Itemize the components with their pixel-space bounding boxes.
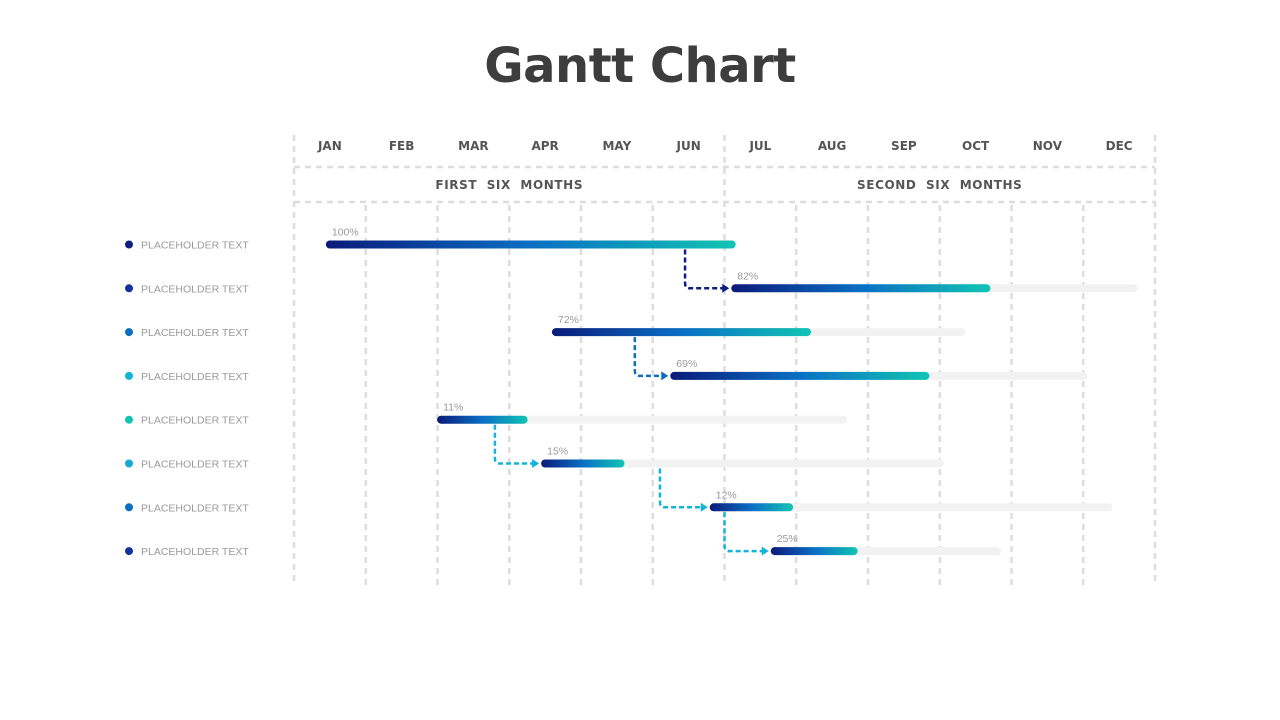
task-dot [125,371,133,380]
month-label: APR [531,139,558,153]
dependency-arrow [532,459,540,468]
task-label: PLACEHOLDER TEXT [141,283,249,295]
month-label: FEB [389,139,415,153]
month-label: DEC [1106,139,1133,153]
grid-lines [292,135,1157,585]
task-percent: 100% [332,227,359,239]
task-bar [670,371,930,380]
task-dot [125,328,133,337]
task-percent: 82% [737,270,758,282]
task-bar [770,547,858,556]
month-label: MAY [602,139,631,153]
task-label: PLACEHOLDER TEXT [141,371,249,383]
dependency-arrow [700,502,708,512]
dependency-arrow [661,371,669,381]
task-dot [125,459,133,468]
month-label: MAR [458,139,488,153]
month-label: AUG [818,139,847,153]
task-bar [325,240,736,249]
task-percent: 69% [676,358,697,370]
timeline-header: JAN FEB MAR APR MAY JUN JUL AUG SEP OCT NOV DEC FIRS… [317,139,1133,192]
task-label: PLACEHOLDER TEXT [141,327,249,339]
task-percent: 72% [558,314,579,326]
month-label: NOV [1033,139,1063,153]
task-dot [125,547,133,556]
dependency-connectors [493,249,769,556]
task-percent: 15% [547,446,568,458]
task-label: PLACEHOLDER TEXT [141,546,249,558]
task-dot [125,240,133,249]
task-bar [541,459,625,468]
task-dot [125,503,133,512]
task-label: PLACEHOLDER TEXT [141,502,249,514]
task-bar [437,415,528,424]
task-labels: PLACEHOLDER TEXT 100% PLACEHOLDER TEXT 82% P… [125,227,798,558]
task-label: PLACEHOLDER TEXT [141,240,249,252]
task-bar [551,328,812,337]
task-percent: 11% [443,402,463,414]
dependency-line [658,468,702,509]
task-bar [731,284,991,293]
task-dot [125,284,133,293]
dependency-line [683,249,724,290]
task-label: PLACEHOLDER TEXT [141,415,249,427]
task-dot [125,415,133,424]
dependency-arrow [761,546,769,556]
month-label: SEP [891,139,917,153]
half-label: FIRST SIX MONTHS [435,178,583,192]
month-label: OCT [962,139,990,153]
task-label: PLACEHOLDER TEXT [141,459,249,471]
dependency-line [723,512,763,553]
task-percent: 25% [777,533,798,545]
task-bar [709,503,794,512]
page-title: Gantt Chart [484,38,796,94]
dependency-arrow [722,283,730,293]
task-bars [325,240,991,556]
task-percent: 12% [716,489,737,501]
dependency-line [493,424,534,465]
month-label: JUN [675,139,700,153]
month-label: JAN [317,139,342,153]
half-label: SECOND SIX MONTHS [857,178,1022,192]
dependency-line [633,337,663,378]
month-label: JUL [748,139,771,153]
